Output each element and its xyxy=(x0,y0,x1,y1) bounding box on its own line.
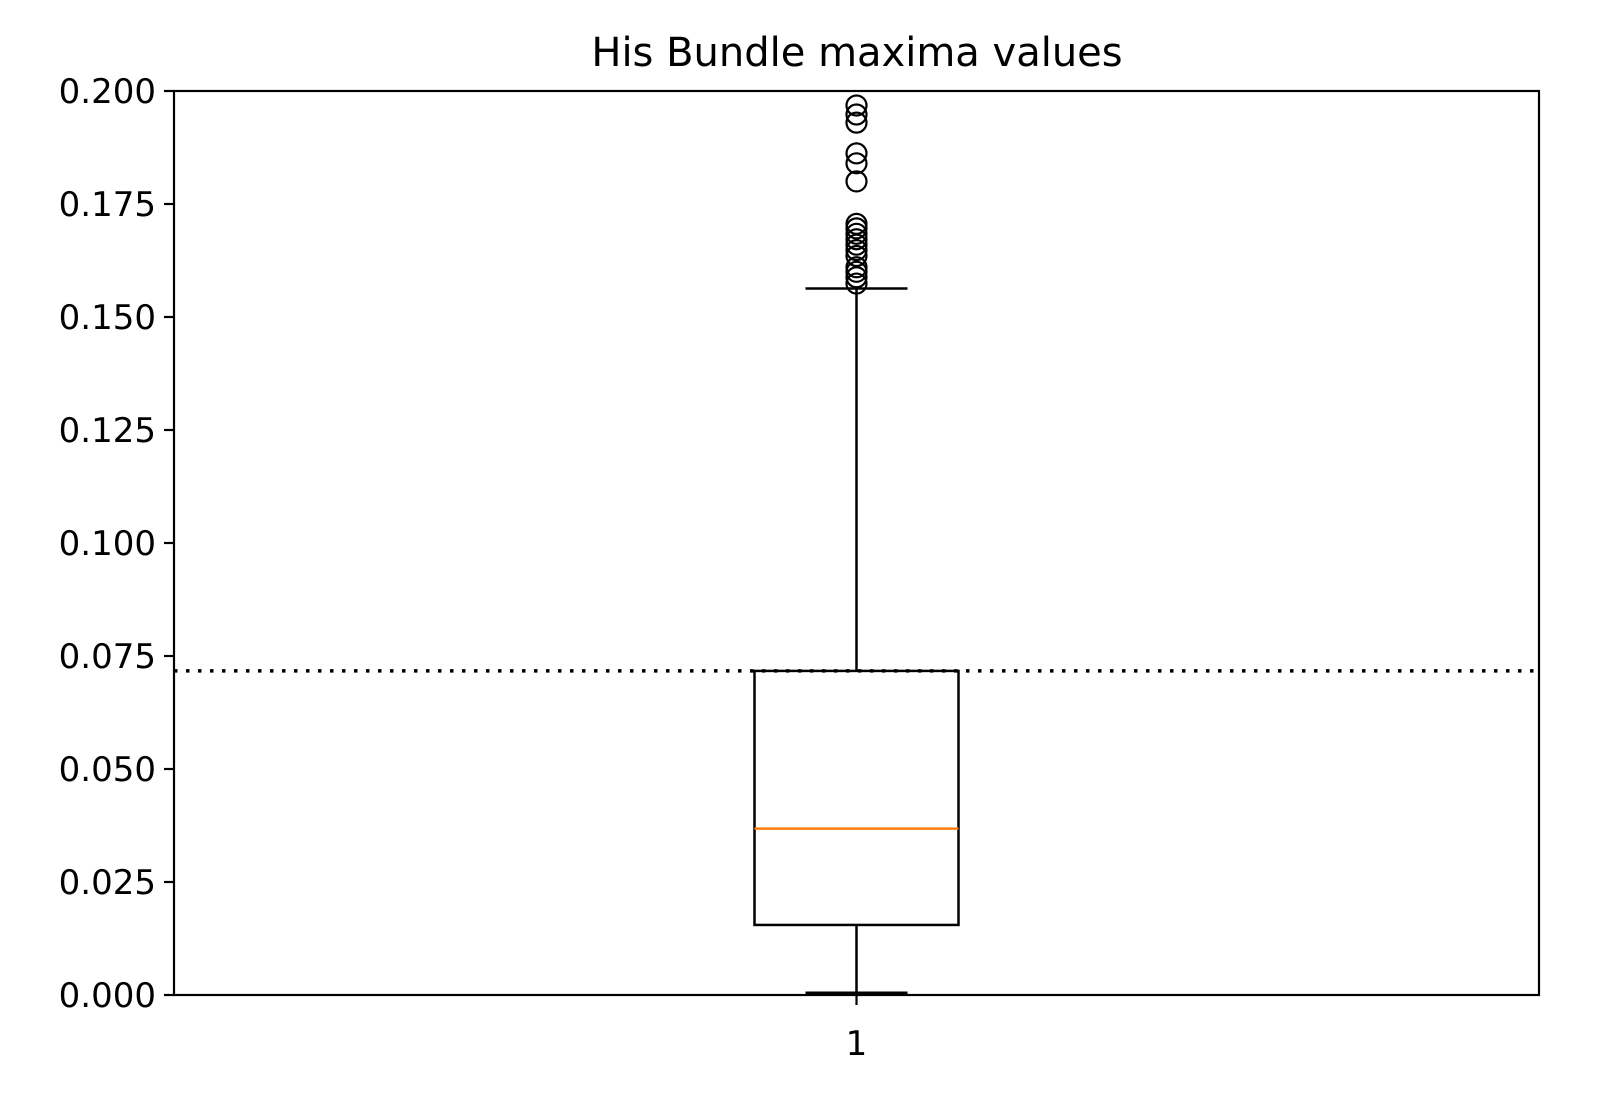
plot-area xyxy=(174,94,1539,994)
outlier-point xyxy=(845,244,868,268)
y-tick-label: 0.025 xyxy=(59,863,156,903)
axes-frame xyxy=(172,89,1541,997)
y-tick-label: 0.050 xyxy=(59,750,156,790)
outlier-point xyxy=(845,266,868,289)
outlier-point xyxy=(845,212,868,235)
y-tick-label: 0.175 xyxy=(59,185,156,225)
y-tick-label: 0.075 xyxy=(59,637,156,677)
outlier-point xyxy=(845,152,868,175)
outlier-point xyxy=(845,111,868,134)
iqr-box xyxy=(753,669,960,927)
x-tick-label: 1 xyxy=(846,1024,868,1064)
outlier-point xyxy=(845,103,868,126)
outlier-point xyxy=(845,260,868,283)
outlier-point xyxy=(845,142,868,165)
y-tick-label: 0.150 xyxy=(59,298,156,338)
y-tick-label: 0.100 xyxy=(59,524,156,564)
outlier-point xyxy=(845,222,868,245)
outlier-point xyxy=(845,228,868,251)
chart-title: His Bundle maxima values xyxy=(591,30,1122,76)
y-tick-label: 0.200 xyxy=(59,72,156,112)
outlier-point xyxy=(845,94,868,117)
outlier-point xyxy=(845,170,868,193)
outlier-point xyxy=(845,272,868,295)
outlier-point xyxy=(845,256,868,279)
y-axis: 0.000 0.025 0.050 0.075 0.100 0.125 0.150 0.175… xyxy=(59,72,174,1016)
outlier-point xyxy=(845,239,868,262)
y-tick-label: 0.000 xyxy=(59,976,156,1016)
box-group xyxy=(753,94,960,994)
y-tick-label: 0.125 xyxy=(59,411,156,451)
x-axis: 1 xyxy=(846,995,868,1064)
